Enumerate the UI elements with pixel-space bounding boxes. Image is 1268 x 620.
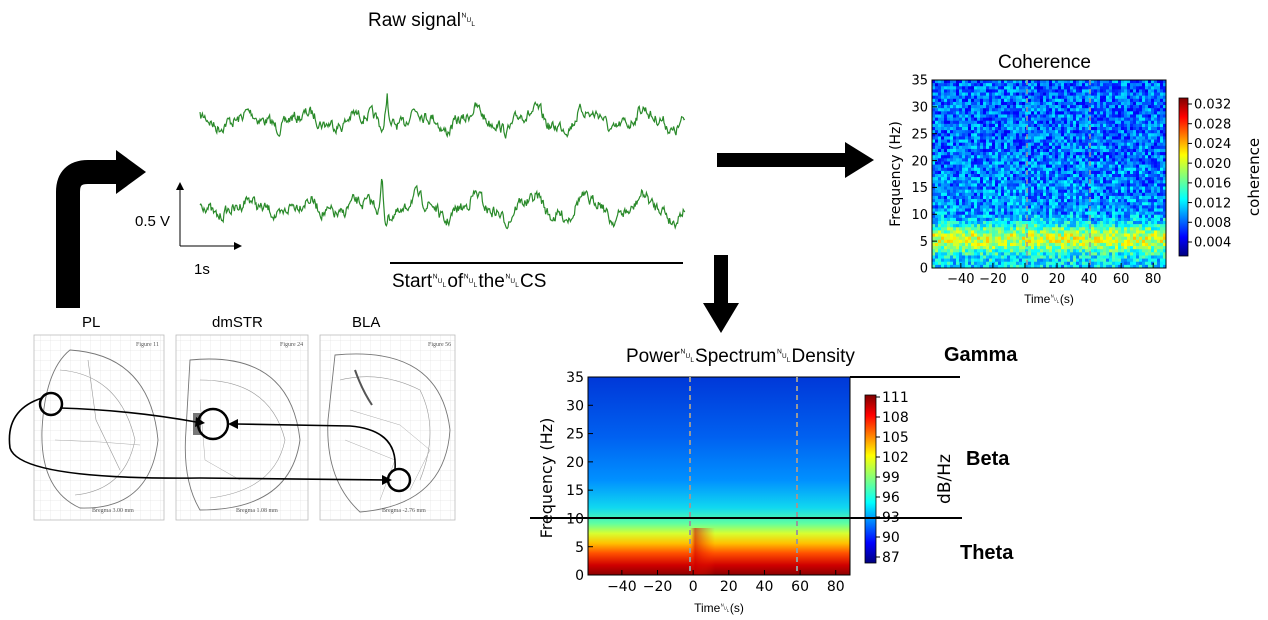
arrow-to-psd-head [703, 303, 739, 333]
atlas-panel-dmstr: Figure 24 Bregma 1.08 mm [175, 334, 309, 521]
y-tick-label: 15 [911, 181, 928, 196]
y-tick-label: 25 [566, 427, 584, 443]
coherence-colorbar-label: coherence [1245, 138, 1263, 216]
colorbar-tick-label: 105 [882, 430, 909, 446]
colorbar-tick-label: 87 [882, 550, 900, 566]
band-label-gamma: Gamma [944, 344, 1018, 366]
psd-colorbar [864, 394, 877, 564]
colorbar-tick-label: 0.012 [1194, 196, 1231, 211]
scale-x-label: 1s [194, 261, 210, 278]
connection-pl-dmstr [59, 407, 197, 423]
x-tick-label: 40 [756, 579, 774, 595]
y-tick-label: 5 [575, 540, 584, 556]
x-tick-label: 40 [1081, 272, 1098, 287]
colorbar-tick-label: 90 [882, 530, 900, 546]
x-tick-label: 80 [827, 579, 845, 595]
atlas-figure-dmstr: Figure 24 [280, 342, 303, 348]
coherence-ylabel: Frequency (Hz) [888, 121, 904, 227]
colorbar-tick-label: 111 [882, 390, 909, 406]
colorbar-tick-label: 108 [882, 410, 909, 426]
band-label-theta: Theta [960, 542, 1014, 564]
scale-arrow-up [176, 182, 184, 190]
x-tick-label: −20 [643, 579, 673, 595]
y-tick-label: 0 [575, 568, 584, 584]
scale-arrow-right [234, 242, 242, 250]
y-tick-label: 0 [920, 262, 928, 277]
arrow-to-coherence-head [845, 142, 874, 178]
y-tick-label: 5 [920, 235, 928, 250]
colorbar-tick-label: 96 [882, 490, 900, 506]
colorbar-tick-label: 0.020 [1194, 157, 1231, 172]
raw-signal-trace-1 [199, 93, 686, 139]
x-tick-label: 60 [1113, 272, 1130, 287]
y-tick-label: 10 [911, 208, 928, 223]
coherence-xlabel: Time␀(s) [1024, 292, 1074, 306]
atlas-bregma-bla: Bregma -2.76 mm [382, 508, 426, 514]
connection-pl-bla [8, 397, 385, 481]
x-tick-label: 60 [791, 579, 809, 595]
arrow-to-psd [714, 255, 728, 305]
band-label-beta: Beta [966, 448, 1010, 470]
colorbar-tick-label: 0.004 [1194, 236, 1231, 251]
atlas-panel-bla: Figure 56 Bregma -2.76 mm [319, 334, 456, 521]
x-tick-label: 80 [1145, 272, 1162, 287]
colorbar-tick-label: 0.016 [1194, 177, 1231, 192]
x-tick-label: 0 [1021, 272, 1029, 287]
psd-colorbar-label: dB/Hz [935, 454, 955, 504]
x-tick-label: −40 [947, 272, 974, 287]
colorbar-tick-label: 0.008 [1194, 216, 1231, 231]
connection-bla-dmstr [235, 423, 396, 470]
atlas-bregma-dmstr: Bregma 1.08 mm [236, 508, 278, 514]
elbow-arrow-head [116, 150, 146, 194]
raw-signal-title: Raw signal␀ [368, 10, 477, 31]
psd-title: Power␀Spectrum␀Density [626, 346, 855, 367]
atlas-label-dmstr: dmSTR [212, 314, 263, 331]
coherence-chart: 35 30 25 20 15 10 5 0 −40 −20 0 20 40 60 80 Frequency… [888, 74, 1263, 306]
y-tick-label: 35 [911, 74, 928, 89]
x-tick-label: 20 [720, 579, 738, 595]
theta-boundary-line [530, 517, 962, 519]
scale-y-label: 0.5 V [135, 213, 171, 230]
raw-signal-trace-2 [199, 178, 686, 230]
coherence-heatmap [932, 80, 1167, 269]
x-tick-label: −40 [607, 579, 637, 595]
x-tick-label: 0 [689, 579, 698, 595]
colorbar-tick-label: 102 [882, 450, 909, 466]
x-tick-label: 20 [1049, 272, 1066, 287]
y-tick-label: 35 [566, 370, 584, 386]
y-tick-label: 30 [566, 398, 584, 414]
atlas-bregma-pl: Bregma 3.00 mm [92, 508, 134, 514]
psd-xlabel: Time␀(s) [694, 601, 744, 615]
y-tick-label: 10 [566, 511, 584, 527]
colorbar-tick-label: 99 [882, 470, 900, 486]
y-tick-label: 30 [911, 101, 928, 116]
colorbar-tick-label: 0.028 [1194, 117, 1231, 132]
psd-ylabel: Frequency (Hz) [537, 418, 556, 539]
raw-signal-panel [176, 93, 686, 264]
coherence-colorbar [1178, 97, 1189, 257]
atlas-label-pl: PL [82, 314, 101, 331]
atlas-figure-bla: Figure 56 [428, 342, 451, 348]
brain-atlas: Figure 11 Bregma 3.00 mm Figure 24 Bregm… [8, 334, 456, 521]
atlas-panel-pl: Figure 11 Bregma 3.00 mm [33, 334, 165, 521]
coherence-title: Coherence [998, 52, 1091, 73]
cs-label: Start␀of␀the␀CS [392, 271, 547, 292]
region-circle-pl [38, 391, 64, 417]
colorbar-tick-label: 0.024 [1194, 137, 1231, 152]
colorbar-tick-label: 0.032 [1194, 98, 1231, 113]
y-tick-label: 15 [566, 483, 584, 499]
y-tick-label: 20 [566, 455, 584, 471]
y-tick-label: 25 [911, 127, 928, 142]
elbow-arrow [56, 160, 118, 308]
arrow-to-coherence [717, 153, 847, 167]
atlas-label-bla: BLA [352, 314, 381, 331]
x-tick-label: −20 [979, 272, 1006, 287]
atlas-figure-pl: Figure 11 [136, 342, 159, 348]
y-tick-label: 20 [911, 154, 928, 169]
gamma-boundary-line [850, 376, 960, 378]
